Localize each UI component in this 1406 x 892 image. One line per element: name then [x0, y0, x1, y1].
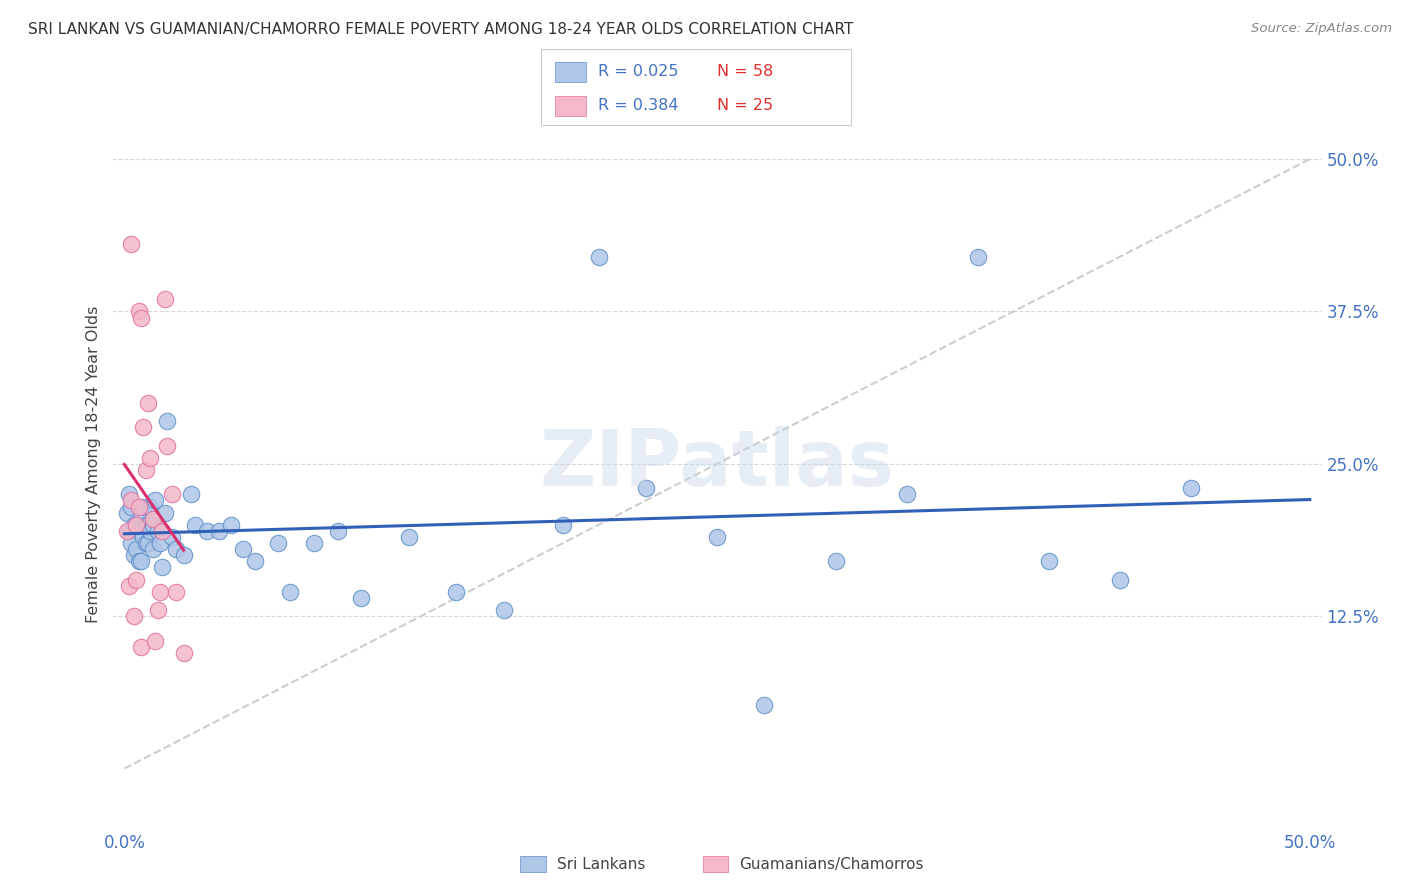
Point	[160, 530, 183, 544]
Text: N = 58: N = 58	[717, 64, 773, 79]
Point	[267, 536, 290, 550]
Text: N = 25: N = 25	[717, 98, 773, 113]
Point	[136, 396, 159, 410]
Point	[118, 487, 141, 501]
Point	[1038, 554, 1060, 568]
Point	[219, 517, 242, 532]
Point	[122, 548, 145, 563]
Point	[143, 493, 166, 508]
Text: R = 0.384: R = 0.384	[598, 98, 678, 113]
Point	[125, 573, 148, 587]
Point	[115, 524, 138, 538]
Point	[184, 517, 207, 532]
Point	[136, 536, 159, 550]
Point	[125, 517, 148, 532]
Point	[146, 524, 169, 538]
Point	[160, 487, 183, 501]
Point	[551, 517, 574, 532]
Point	[588, 250, 610, 264]
Point	[139, 450, 162, 465]
Point	[278, 585, 301, 599]
Point	[136, 517, 159, 532]
Text: ZIPatlas: ZIPatlas	[540, 425, 894, 502]
Point	[142, 517, 165, 532]
Point	[128, 500, 150, 514]
Point	[492, 603, 515, 617]
Point	[128, 554, 150, 568]
Point	[125, 517, 148, 532]
Point	[135, 463, 157, 477]
Point	[135, 536, 157, 550]
Point	[446, 585, 468, 599]
Point	[232, 542, 254, 557]
Point	[166, 542, 188, 557]
Point	[149, 536, 172, 550]
Point	[128, 524, 150, 538]
Text: SRI LANKAN VS GUAMANIAN/CHAMORRO FEMALE POVERTY AMONG 18-24 YEAR OLDS CORRELATIO: SRI LANKAN VS GUAMANIAN/CHAMORRO FEMALE …	[28, 22, 853, 37]
Point	[153, 293, 176, 307]
Point	[120, 237, 142, 252]
Text: Guamanians/Chamorros: Guamanians/Chamorros	[740, 857, 924, 871]
Point	[129, 310, 152, 325]
Point	[173, 646, 195, 660]
Point	[135, 517, 157, 532]
Point	[122, 609, 145, 624]
Point	[156, 439, 179, 453]
Point	[166, 585, 188, 599]
Point	[150, 524, 173, 538]
Point	[139, 524, 162, 538]
Point	[398, 530, 420, 544]
Point	[1109, 573, 1132, 587]
Point	[118, 579, 141, 593]
Point	[1180, 481, 1202, 495]
Point	[120, 500, 142, 514]
Point	[326, 524, 349, 538]
Point	[195, 524, 218, 538]
Point	[208, 524, 231, 538]
Point	[139, 500, 162, 514]
Point	[125, 542, 148, 557]
Point	[350, 591, 373, 605]
Y-axis label: Female Poverty Among 18-24 Year Olds: Female Poverty Among 18-24 Year Olds	[86, 305, 101, 623]
Point	[120, 536, 142, 550]
Point	[142, 542, 165, 557]
Point	[173, 548, 195, 563]
Point	[302, 536, 325, 550]
Point	[243, 554, 266, 568]
Point	[143, 633, 166, 648]
Text: R = 0.025: R = 0.025	[598, 64, 678, 79]
Point	[142, 512, 165, 526]
Text: Source: ZipAtlas.com: Source: ZipAtlas.com	[1251, 22, 1392, 36]
Point	[156, 414, 179, 428]
Point	[824, 554, 846, 568]
Point	[149, 585, 172, 599]
Point	[120, 493, 142, 508]
Point	[896, 487, 918, 501]
Point	[132, 500, 155, 514]
Point	[132, 420, 155, 434]
Point	[128, 304, 150, 318]
Point	[706, 530, 728, 544]
Point	[634, 481, 657, 495]
Point	[129, 554, 152, 568]
Point	[150, 560, 173, 574]
Point	[146, 603, 169, 617]
Point	[129, 640, 152, 654]
Point	[122, 517, 145, 532]
Point	[754, 698, 776, 713]
Point	[180, 487, 202, 501]
Point	[966, 250, 988, 264]
Point	[132, 530, 155, 544]
Point	[118, 524, 141, 538]
Text: Sri Lankans: Sri Lankans	[557, 857, 645, 871]
Point	[115, 506, 138, 520]
Point	[129, 506, 152, 520]
Point	[153, 506, 176, 520]
